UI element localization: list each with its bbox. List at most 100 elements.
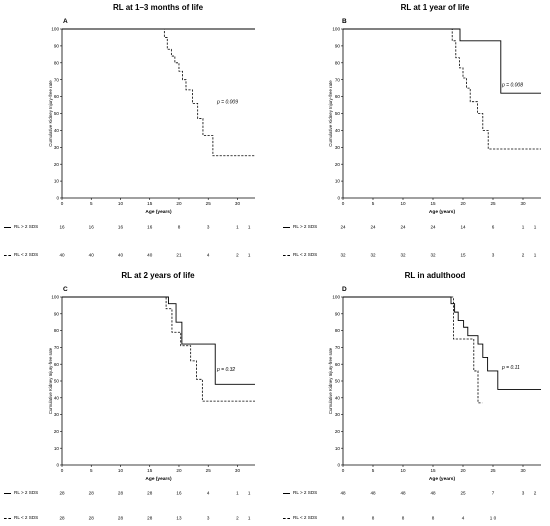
x-tick-label: 25	[490, 468, 496, 473]
x-tick-label: 30	[520, 468, 526, 473]
x-tick-label: 10	[400, 468, 406, 473]
x-tick-label: 10	[118, 468, 124, 473]
y-tick-label: 100	[332, 295, 340, 300]
risk-table-cell: 16	[89, 225, 95, 230]
y-tick-label: 70	[335, 345, 341, 350]
p-value-label: p = 0.32	[216, 367, 235, 373]
risk-table-cell: 2	[236, 253, 239, 258]
risk-table-cell: 4	[207, 253, 210, 258]
risk-table-cell: 21	[176, 253, 182, 258]
risk-table-cell: 24	[400, 225, 406, 230]
risk-legend-solid-line	[4, 227, 11, 228]
y-tick-label: 40	[54, 128, 60, 133]
y-tick-label: 80	[54, 328, 60, 333]
x-tick-label: 20	[460, 201, 466, 206]
y-axis-label: Cumulative Kidney Injury-free rate	[48, 347, 53, 414]
y-tick-label: 50	[335, 379, 341, 384]
y-tick-label: 40	[335, 395, 341, 400]
risk-label: RL < 2 SDS	[14, 515, 39, 520]
y-tick-label: 20	[54, 162, 60, 167]
y-tick-label: 70	[54, 77, 60, 82]
risk-table-cell: 8	[342, 516, 345, 521]
y-tick-label: 90	[54, 44, 60, 49]
risk-table-cell: 3	[207, 516, 210, 521]
risk-table-cell: 16	[59, 225, 65, 230]
panel-a-letter: A	[63, 18, 68, 25]
y-tick-label: 90	[54, 311, 60, 316]
y-tick-label: 80	[335, 328, 341, 333]
risk-legend-solid-line	[283, 227, 290, 228]
risk-table-cell: 28	[147, 516, 153, 521]
x-tick-label: 20	[176, 201, 182, 206]
risk-table-cell: 16	[118, 225, 124, 230]
y-tick-label: 50	[335, 111, 341, 116]
x-tick-label: 25	[206, 468, 212, 473]
risk-table-cell: 32	[430, 253, 436, 258]
risk-table-cell: 1	[236, 225, 239, 230]
y-axis-label: Cumulative Kidney Injury-free rate	[328, 347, 333, 414]
x-tick-label: 30	[520, 201, 526, 206]
risk-table-cell: 16	[176, 491, 182, 496]
risk-table-cell: 28	[89, 491, 95, 496]
risk-label: RL > 2 SDS	[293, 224, 318, 229]
x-tick-label: 30	[235, 201, 241, 206]
y-tick-label: 10	[54, 446, 60, 451]
p-value-label: p = 0.11	[501, 365, 520, 371]
y-tick-label: 100	[51, 27, 59, 32]
y-tick-label: 10	[54, 179, 60, 184]
y-tick-label: 80	[335, 60, 341, 65]
risk-table-cell: 1	[248, 225, 251, 230]
x-tick-label: 10	[118, 201, 124, 206]
risk-label: RL > 2 SDS	[293, 490, 318, 495]
risk-table-cell: 3	[522, 491, 525, 496]
x-tick-label: 15	[147, 201, 153, 206]
x-tick-label: 5	[372, 468, 375, 473]
risk-label: RL < 2 SDS	[293, 515, 318, 520]
y-tick-label: 0	[337, 463, 340, 468]
panel-c-title: RL at 2 years of life	[121, 271, 195, 280]
panel-d-letter: D	[342, 286, 347, 293]
series-rl-below-2sds	[62, 296, 255, 402]
y-tick-label: 0	[56, 463, 59, 468]
risk-legend-dashed-line	[4, 255, 11, 256]
y-tick-label: 30	[54, 145, 60, 150]
x-tick-label: 5	[90, 468, 93, 473]
x-tick-label: 15	[430, 201, 436, 206]
risk-table-cell: 48	[370, 491, 376, 496]
panel-d-title: RL in adulthood	[404, 271, 466, 280]
x-axis-label: Age (years)	[145, 209, 172, 215]
risk-table-cell: 32	[400, 253, 406, 258]
y-tick-label: 90	[335, 44, 341, 49]
risk-table-cell: 4	[462, 516, 465, 521]
series-rl-above-2sds	[343, 296, 541, 390]
p-value-label: p = 0.009	[216, 99, 238, 105]
y-tick-label: 50	[54, 379, 60, 384]
risk-label: RL < 2 SDS	[293, 252, 318, 257]
x-axis-label: Age (years)	[429, 209, 456, 215]
risk-legend-dashed-line	[283, 255, 290, 256]
risk-table-cell: 16	[147, 225, 153, 230]
x-tick-label: 30	[235, 468, 241, 473]
y-tick-label: 90	[335, 311, 341, 316]
x-tick-label: 0	[342, 468, 345, 473]
y-tick-label: 60	[335, 94, 341, 99]
panel-c-letter: C	[63, 286, 68, 293]
x-tick-label: 0	[342, 201, 345, 206]
y-tick-label: 100	[51, 295, 59, 300]
y-tick-label: 10	[335, 446, 341, 451]
risk-table-cell: 3	[492, 253, 495, 258]
risk-legend-dashed-line	[4, 518, 11, 519]
risk-table-cell: 40	[89, 253, 95, 258]
x-tick-label: 15	[147, 468, 153, 473]
y-tick-label: 40	[335, 128, 341, 133]
y-axis-label: Cumulative Kidney Injury-free rate	[48, 80, 53, 147]
y-tick-label: 70	[335, 77, 341, 82]
risk-table-cell: 1	[248, 253, 251, 258]
panel-b-letter: B	[342, 18, 347, 25]
risk-table-cell: 48	[340, 491, 346, 496]
risk-table-cell: 8	[432, 516, 435, 521]
risk-table-cell: 1	[534, 253, 537, 258]
risk-label: RL > 2 SDS	[14, 490, 39, 495]
risk-table-cell: 3	[207, 225, 210, 230]
